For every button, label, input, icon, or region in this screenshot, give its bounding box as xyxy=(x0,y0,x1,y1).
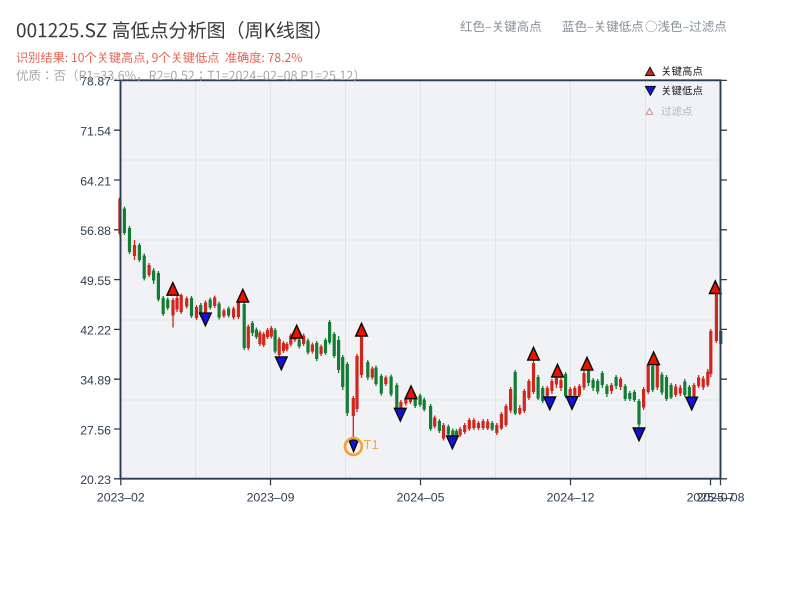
svg-text:2024–12: 2024–12 xyxy=(547,491,595,505)
svg-text:49.55: 49.55 xyxy=(80,274,111,288)
svg-text:34.89: 34.89 xyxy=(80,374,111,388)
svg-text:2023–02: 2023–02 xyxy=(97,491,145,505)
svg-text:2025–07: 2025–07 xyxy=(687,491,735,505)
svg-text:20.23: 20.23 xyxy=(80,473,111,487)
svg-text:71.54: 71.54 xyxy=(80,125,111,139)
svg-text:42.22: 42.22 xyxy=(80,324,111,338)
svg-text:27.56: 27.56 xyxy=(80,423,111,437)
svg-text:64.21: 64.21 xyxy=(80,174,111,188)
svg-text:56.88: 56.88 xyxy=(80,224,111,238)
svg-text:2024–05: 2024–05 xyxy=(397,491,445,505)
svg-text:2025–08: 2025–08 xyxy=(697,491,745,505)
svg-text:T1: T1 xyxy=(364,437,379,452)
svg-text:78.87: 78.87 xyxy=(80,75,111,89)
svg-text:2023–09: 2023–09 xyxy=(247,491,295,505)
